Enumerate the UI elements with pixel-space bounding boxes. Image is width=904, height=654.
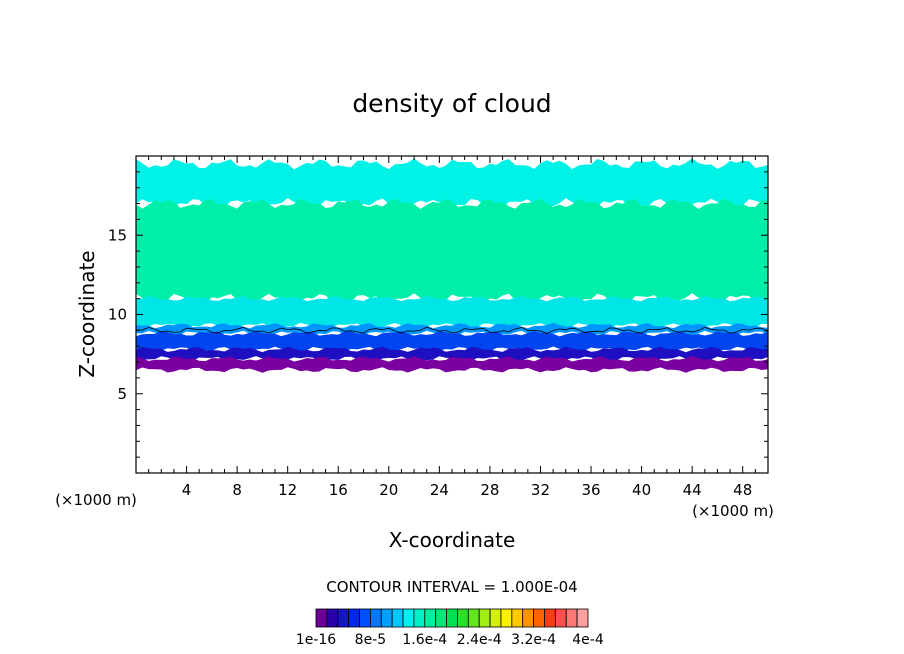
colorbar-label: 3.2e-4 [511,632,556,648]
x-tick-label: 8 [232,481,242,499]
colorbar [315,608,589,628]
contour-interval-text: CONTOUR INTERVAL = 1.000E-04 [326,578,577,596]
y-tick-label: 15 [108,226,127,244]
colorbar-swatch [565,608,578,628]
contour-band-lower-cyan [136,295,768,329]
contour-band-blue [136,330,768,353]
colorbar-swatch [326,608,339,628]
colorbar-swatch [413,608,426,628]
colorbar-swatch [544,608,556,628]
y-axis-ticks: 5 10 15 [108,171,768,458]
colorbar-swatch [446,608,458,628]
contour-band-sky-blue [136,322,768,337]
colorbar-swatch [315,608,328,628]
contour-band-dark-blue [136,346,768,362]
x-axis-ticks: 4 8 12 16 20 24 28 32 36 40 44 48 [148,156,756,499]
colorbar-swatch [489,608,502,628]
x-tick-label: 48 [733,481,752,499]
colorbar-swatch [500,608,513,628]
colorbar-label: 1e-16 [296,632,336,648]
x-tick-label: 24 [430,481,449,499]
colorbar-swatch [359,608,371,628]
contour-field [136,158,768,373]
x-tick-label: 20 [379,481,398,499]
y-tick-label: 5 [117,385,127,403]
colorbar-label: 4e-4 [572,632,604,648]
x-tick-label: 16 [329,481,348,499]
colorbar-label: 2.4e-4 [457,632,502,648]
y-axis-label: Z-coordinate [75,250,99,377]
colorbar-swatch [391,608,404,628]
x-tick-label: 36 [581,481,600,499]
colorbar-swatch [554,608,567,628]
x-tick-label: 12 [278,481,297,499]
x-tick-label: 40 [632,481,651,499]
colorbar-swatch [522,608,534,628]
chart-title: density of cloud [352,89,551,118]
colorbar-swatch [424,608,437,628]
y-tick-label: 10 [108,306,127,324]
x-tick-label: 32 [531,481,550,499]
x-axis-label: X-coordinate [389,528,516,552]
colorbar-swatch [369,608,382,628]
colorbar-swatch [576,608,589,628]
colorbar-swatch [402,608,415,628]
x-unit-label-right: (×1000 m) [692,502,774,520]
colorbar-swatch [533,608,545,628]
colorbar-labels: 1e-16 8e-5 1.6e-4 2.4e-4 3.2e-4 4e-4 [296,632,604,648]
colorbar-label: 1.6e-4 [402,632,447,648]
colorbar-swatch [457,608,469,628]
contour-line [136,326,768,334]
x-tick-label: 44 [683,481,702,499]
colorbar-swatch [467,608,480,628]
x-unit-label-left: (×1000 m) [55,491,137,509]
x-tick-label: 28 [480,481,499,499]
colorbar-swatch [337,608,350,628]
contour-band-purple-base [136,356,768,373]
contour-band-top-cyan [136,158,768,210]
colorbar-label: 8e-5 [355,632,386,648]
colorbar-swatch [511,608,524,628]
colorbar-swatch [435,608,447,628]
colorbar-swatch [380,608,393,628]
x-tick-label: 4 [182,481,192,499]
contour-band-core-green [136,198,768,305]
colorbar-swatch [478,608,491,628]
colorbar-swatch [348,608,360,628]
